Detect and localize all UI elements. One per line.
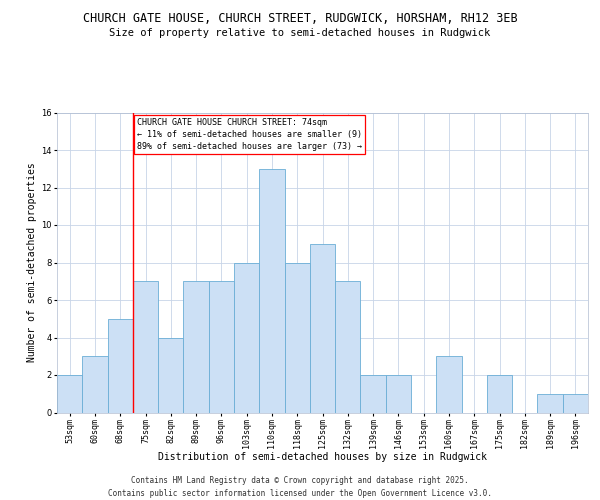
Bar — [107, 319, 133, 412]
Bar — [310, 244, 335, 412]
Text: Size of property relative to semi-detached houses in Rudgwick: Size of property relative to semi-detach… — [109, 28, 491, 38]
Bar — [487, 375, 512, 412]
X-axis label: Distribution of semi-detached houses by size in Rudgwick: Distribution of semi-detached houses by … — [158, 452, 487, 462]
Y-axis label: Number of semi-detached properties: Number of semi-detached properties — [26, 162, 37, 362]
Bar — [158, 338, 184, 412]
Bar — [436, 356, 461, 412]
Bar — [386, 375, 411, 412]
Bar — [259, 169, 284, 412]
Bar — [82, 356, 107, 412]
Bar — [538, 394, 563, 412]
Bar — [361, 375, 386, 412]
Text: Contains HM Land Registry data © Crown copyright and database right 2025.: Contains HM Land Registry data © Crown c… — [131, 476, 469, 485]
Text: CHURCH GATE HOUSE, CHURCH STREET, RUDGWICK, HORSHAM, RH12 3EB: CHURCH GATE HOUSE, CHURCH STREET, RUDGWI… — [83, 12, 517, 26]
Bar — [284, 262, 310, 412]
Bar — [209, 281, 234, 412]
Bar — [234, 262, 259, 412]
Bar — [133, 281, 158, 412]
Bar — [57, 375, 82, 412]
Text: Contains public sector information licensed under the Open Government Licence v3: Contains public sector information licen… — [108, 489, 492, 498]
Bar — [335, 281, 361, 412]
Text: CHURCH GATE HOUSE CHURCH STREET: 74sqm
← 11% of semi-detached houses are smaller: CHURCH GATE HOUSE CHURCH STREET: 74sqm ←… — [137, 118, 362, 150]
Bar — [563, 394, 588, 412]
Bar — [184, 281, 209, 412]
